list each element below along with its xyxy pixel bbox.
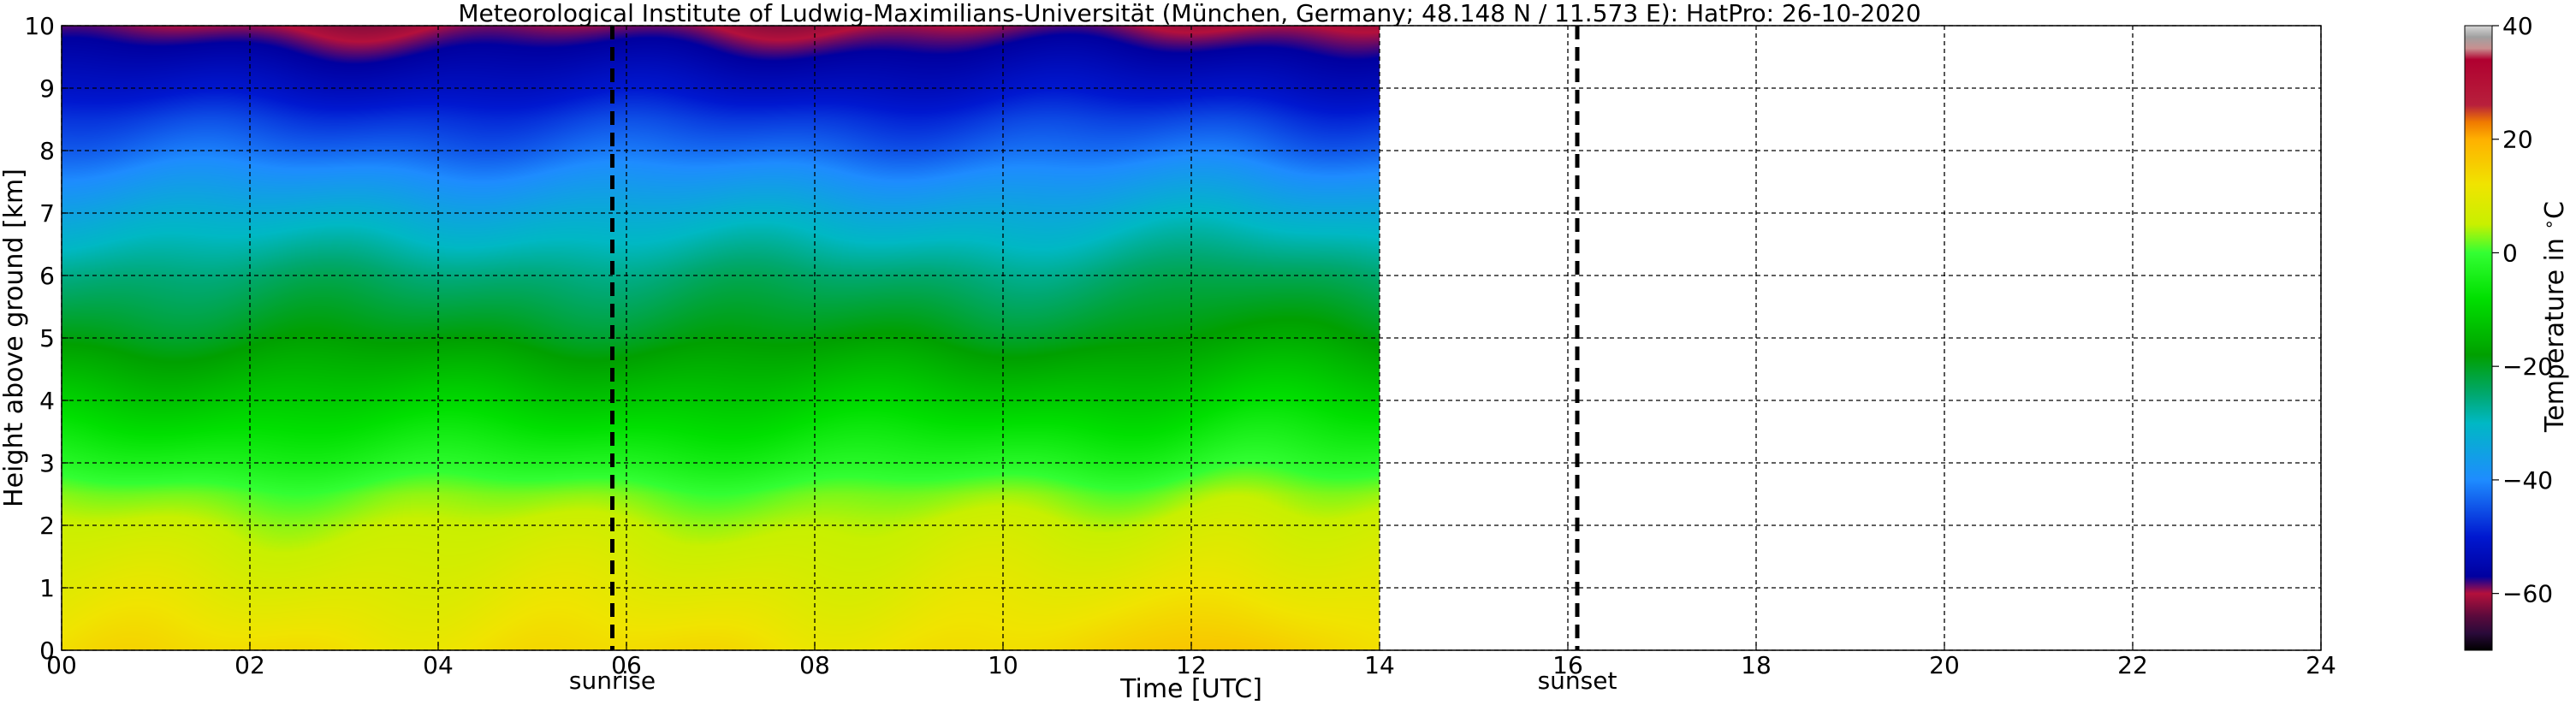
- colorbar-tick-label-4: −40: [2502, 466, 2553, 495]
- colorbar-tick-label-1: 20: [2502, 126, 2533, 154]
- x-tick-label-10: 10: [988, 651, 1018, 679]
- colorbar-tick-label-0: 40: [2502, 12, 2533, 40]
- y-tick-label-0: 0: [39, 637, 55, 665]
- x-tick-label-22: 22: [2117, 651, 2148, 679]
- x-tick-label-24: 24: [2306, 651, 2336, 679]
- x-tick-label-06: 06: [611, 651, 642, 679]
- y-tick-label-6: 6: [39, 262, 55, 290]
- x-tick-label-00: 00: [46, 651, 77, 679]
- x-tick-label-14: 14: [1364, 651, 1395, 679]
- colorbar-frame: [2464, 25, 2493, 651]
- chart-title: Meteorological Institute of Ludwig-Maxim…: [458, 0, 1920, 27]
- colorbar-tick-label-5: −60: [2502, 580, 2553, 608]
- colorbar-label: Temperature in ∘C: [2538, 201, 2570, 433]
- x-tick-label-02: 02: [234, 651, 265, 679]
- y-axis-ticks: 0 1 2 3 4 5 6 7 8 9 10: [24, 12, 68, 665]
- sun-markers: sunrise sunset: [569, 26, 1617, 695]
- colorbar: [2465, 26, 2492, 650]
- colorbar-tick-label-2: 0: [2502, 239, 2518, 267]
- y-tick-label-7: 7: [39, 199, 55, 228]
- colorbar-ticks: 40 20 0 −20 −40 −60: [2492, 12, 2553, 608]
- y-tick-label-5: 5: [39, 324, 55, 352]
- colorbar-tick-label-3: −20: [2502, 352, 2553, 381]
- x-tick-label-08: 08: [799, 651, 830, 679]
- y-tick-label-3: 3: [39, 449, 55, 477]
- y-tick-label-4: 4: [39, 387, 55, 415]
- x-tick-label-18: 18: [1741, 651, 1772, 679]
- y-tick-label-1: 1: [39, 574, 55, 602]
- x-tick-label-04: 04: [423, 651, 454, 679]
- x-axis-ticks: 00 02 04 06 08 10 12 14 16 18 20 22 24: [46, 643, 2336, 679]
- x-tick-label-20: 20: [1929, 651, 1960, 679]
- y-axis-label: Height above ground [km]: [0, 169, 29, 507]
- y-tick-label-10: 10: [24, 12, 55, 40]
- sunrise-label: sunrise: [569, 666, 656, 695]
- y-tick-label-2: 2: [39, 512, 55, 540]
- x-axis-label: Time [UTC]: [1119, 674, 1262, 704]
- y-tick-label-8: 8: [39, 137, 55, 165]
- y-tick-label-9: 9: [39, 74, 55, 103]
- x-tick-label-16: 16: [1552, 651, 1583, 679]
- x-tick-label-12: 12: [1176, 651, 1207, 679]
- sunset-label: sunset: [1538, 666, 1617, 695]
